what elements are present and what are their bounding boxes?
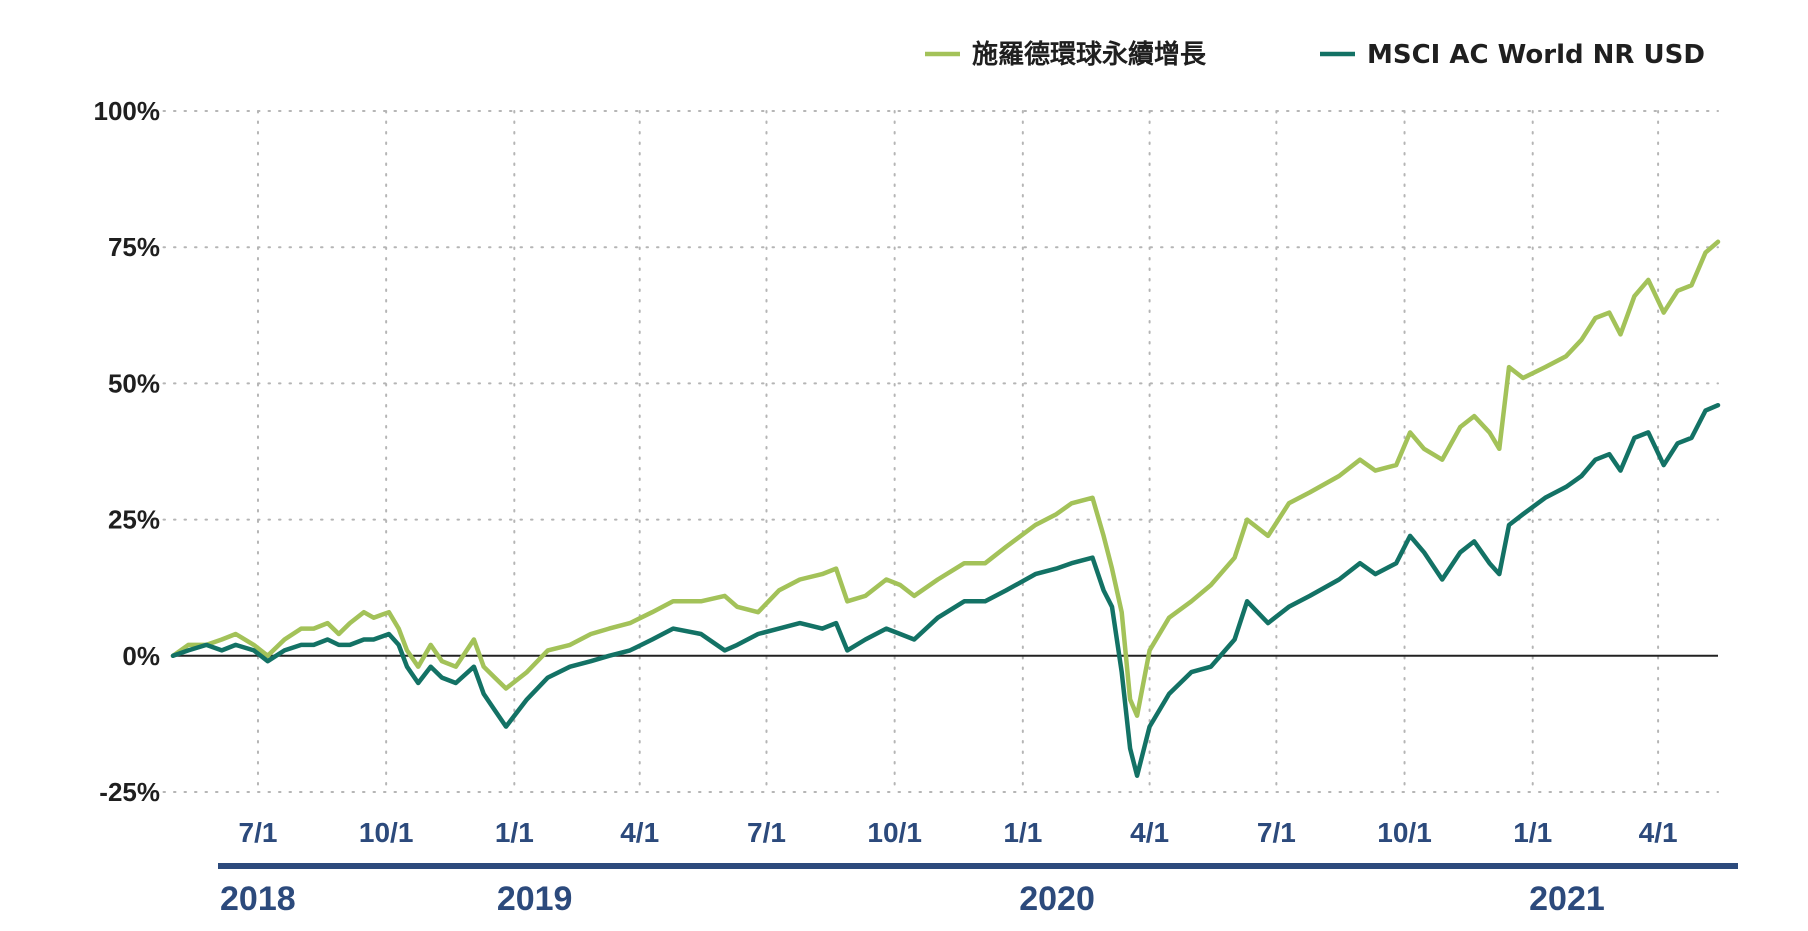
x-tick-label: 10/1 — [867, 817, 922, 848]
y-tick-label: 0% — [122, 641, 160, 671]
series-layer — [170, 239, 1721, 778]
x-tick-label: 4/1 — [620, 817, 659, 848]
x-tick-label: 7/1 — [747, 817, 786, 848]
x-tick-label: 4/1 — [1639, 817, 1678, 848]
year-label: 2018 — [220, 880, 296, 918]
x-tick-label: 7/1 — [1257, 817, 1296, 848]
x-tick-label: 1/1 — [1003, 817, 1042, 848]
legend-label-1: MSCI AC World NR USD — [1367, 40, 1705, 70]
x-tick-label: 1/1 — [495, 817, 534, 848]
x-tick-label: 1/1 — [1513, 817, 1552, 848]
x-tick-label: 4/1 — [1130, 817, 1169, 848]
y-tick-label: -25% — [99, 777, 160, 807]
grid — [152, 110, 1719, 793]
x-tick-label: 7/1 — [239, 817, 278, 848]
y-tick-label: 25% — [108, 505, 160, 535]
legend-label-0: 施羅德環球永續增長 — [972, 39, 1207, 70]
series-line-0 — [170, 239, 1721, 718]
year-label: 2020 — [1019, 880, 1095, 918]
y-axis: -25% 0% 25% 50% 75% 100% — [94, 96, 161, 807]
legend: 施羅德環球永續增長 MSCI AC World NR USD — [925, 39, 1705, 70]
y-tick-label: 75% — [108, 232, 160, 262]
y-tick-label: 100% — [94, 96, 161, 126]
x-tick-label: 10/1 — [1377, 817, 1432, 848]
x-axis: 7/1 10/1 1/1 4/1 7/1 10/1 1/1 4/1 7/1 10/1 1/1 4/1 2… — [218, 817, 1738, 918]
y-tick-label: 50% — [108, 368, 160, 398]
year-label: 2019 — [497, 880, 573, 918]
x-tick-label: 10/1 — [359, 817, 414, 848]
year-label: 2021 — [1529, 880, 1605, 918]
series-line-1 — [170, 402, 1721, 778]
